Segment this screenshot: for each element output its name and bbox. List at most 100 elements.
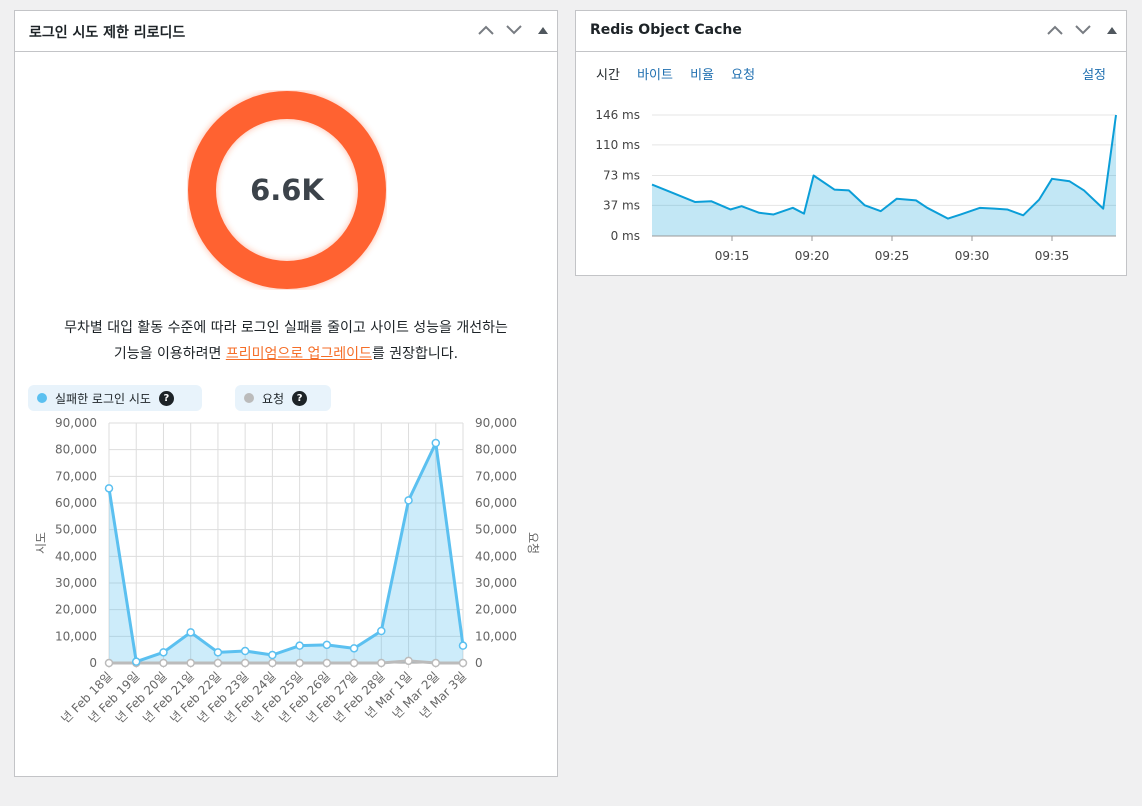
y-tick-label-left: 30,000 <box>55 576 97 590</box>
login-attempts-widget: 로그인 시도 제한 리로디드 6.6K 무차별 대입 활동 수준에 따라 로그인… <box>14 10 558 777</box>
widget-header: Redis Object Cache <box>576 11 1126 52</box>
notice-line-2-pre: 기능을 이용하려면 <box>113 346 226 362</box>
requests-point <box>377 658 386 668</box>
failed-attempts-point <box>131 657 141 666</box>
y-tick-label-left: 90,000 <box>55 416 97 430</box>
failed-attempts-point <box>377 626 386 636</box>
requests-point <box>322 658 332 668</box>
move-up-icon[interactable] <box>1044 19 1066 41</box>
y-tick-label-left: 10,000 <box>55 629 97 643</box>
requests-point <box>213 658 223 668</box>
requests-dot-icon <box>244 393 254 403</box>
move-up-icon[interactable] <box>475 19 497 41</box>
failed-attempts-area <box>109 443 463 663</box>
redis-time-chart: 0 ms 37 ms 73 ms 110 ms 146 ms 09:15 09:20 09:2… <box>595 108 1117 263</box>
notice-line-2-post: 를 권장합니다. <box>371 346 459 362</box>
tab-requests[interactable]: 요청 <box>731 68 756 83</box>
redis-cache-widget: Redis Object Cache 시간 바이트 비율 요청 설정 0 ms 3… <box>575 10 1127 276</box>
time-area <box>652 115 1116 236</box>
failed-attempts-point <box>458 641 468 650</box>
failed-attempts-point <box>295 641 304 650</box>
legend-failed-label: 실패한 로그인 시도 <box>55 391 151 406</box>
move-down-icon[interactable] <box>1072 19 1094 41</box>
y-tick-label-left: 60,000 <box>55 496 97 510</box>
y-tick-label-left: 20,000 <box>55 603 97 617</box>
y-tick-label: 110 ms <box>595 138 640 152</box>
time-line <box>651 114 1117 220</box>
x-tick-label: 09:20 <box>795 249 830 263</box>
widget-header: 로그인 시도 제한 리로디드 <box>15 11 557 52</box>
legend-requests[interactable]: 요청 ? <box>235 385 331 411</box>
x-tick-label: 09:15 <box>715 249 750 263</box>
requests-point <box>295 658 304 668</box>
notice-line-1: 무차별 대입 활동 수준에 따라 로그인 실패를 줄이고 사이트 성능을 개선하… <box>64 320 508 336</box>
y-tick-label-left: 0 <box>89 656 97 670</box>
requests-point <box>268 658 277 668</box>
tab-bytes[interactable]: 바이트 <box>637 68 673 83</box>
collapse-toggle-icon[interactable] <box>1101 19 1123 41</box>
failed-attempts-point <box>159 648 168 657</box>
y-tick-label-right: 30,000 <box>475 576 517 590</box>
y-tick-label: 37 ms <box>603 198 640 212</box>
y-tick-label: 0 ms <box>611 229 640 243</box>
requests-point <box>186 658 195 668</box>
requests-point <box>159 658 168 668</box>
requests-point <box>240 658 250 668</box>
move-down-icon[interactable] <box>503 19 525 41</box>
failed-attempts-point <box>186 628 195 637</box>
requests-point <box>349 658 359 668</box>
y-tick-label: 73 ms <box>603 169 640 183</box>
failed-attempts-point <box>431 438 441 448</box>
total-attempts-value: 6.6K <box>250 173 324 207</box>
failed-attempts-point <box>349 644 359 653</box>
y-tick-label: 146 ms <box>595 108 640 122</box>
failed-attempts-point <box>404 496 413 505</box>
failed-attempts-point <box>268 650 277 660</box>
tab-time[interactable]: 시간 <box>596 68 620 83</box>
redis-settings-link[interactable]: 설정 <box>1082 68 1106 83</box>
y-tick-label-left: 80,000 <box>55 443 97 457</box>
y-tick-label-right: 60,000 <box>475 496 517 510</box>
upgrade-premium-link[interactable]: 프리미엄으로 업그레이드 <box>225 346 372 362</box>
y-tick-label-right: 20,000 <box>475 603 517 617</box>
legend-failed-attempts[interactable]: 실패한 로그인 시도 ? <box>28 385 202 411</box>
requests-point <box>431 658 441 668</box>
login-attempts-chart: 0 0 10,000 10,000 20,000 20,000 30,000 30,000 40… <box>34 416 540 726</box>
y-tick-label-right: 40,000 <box>475 549 517 563</box>
help-icon[interactable]: ? <box>158 390 174 406</box>
collapse-toggle-icon[interactable] <box>532 19 554 41</box>
legend-requests-label: 요청 <box>262 391 285 406</box>
failed-attempts-point <box>322 640 332 650</box>
y-tick-label-left: 50,000 <box>55 523 97 537</box>
requests-point <box>458 658 468 668</box>
failed-attempts-point <box>104 484 114 493</box>
x-tick-label: 09:25 <box>875 249 910 263</box>
failed-attempts-line <box>107 441 465 664</box>
widget-title: 로그인 시도 제한 리로디드 <box>29 25 186 41</box>
y-tick-label-right: 80,000 <box>475 443 517 457</box>
x-tick-label: 09:35 <box>1035 249 1070 263</box>
widget-title: Redis Object Cache <box>590 22 742 38</box>
y-tick-label-right: 50,000 <box>475 523 517 537</box>
upgrade-notice: 무차별 대입 활동 수준에 따라 로그인 실패를 줄이고 사이트 성능을 개선하… <box>15 315 557 367</box>
y-axis-title-right: 요청 <box>526 532 540 554</box>
y-tick-label-right: 10,000 <box>475 629 517 643</box>
failed-attempts-point <box>240 646 250 656</box>
y-tick-label-left: 40,000 <box>55 549 97 563</box>
donut-ring <box>188 91 386 289</box>
requests-point <box>404 656 413 666</box>
help-icon[interactable]: ? <box>292 390 308 406</box>
y-tick-label-left: 70,000 <box>55 469 97 483</box>
y-axis-title-left: 시도 <box>34 532 48 554</box>
tab-ratio[interactable]: 비율 <box>690 68 715 83</box>
failed-dot-icon <box>37 393 47 403</box>
y-tick-label-right: 90,000 <box>475 416 517 430</box>
redis-tabs: 시간 바이트 비율 요청 <box>596 64 768 83</box>
requests-point <box>104 658 114 668</box>
failed-attempts-point <box>213 648 223 657</box>
x-tick-label: 09:30 <box>955 249 990 263</box>
total-attempts-donut: 6.6K <box>187 90 387 290</box>
y-tick-label-right: 0 <box>475 656 483 670</box>
y-tick-label-right: 70,000 <box>475 469 517 483</box>
requests-line <box>109 659 463 665</box>
